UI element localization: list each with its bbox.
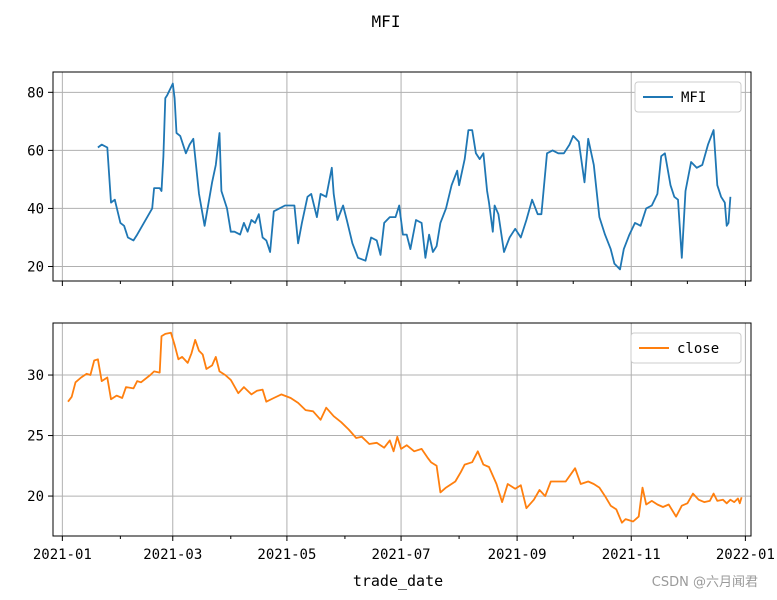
y-tick-label: 40 [27,201,44,217]
legend-box [634,81,742,113]
close-panel: 20 25 30 close [27,322,752,541]
legend-label: close [677,341,719,357]
axes-frame [52,322,752,537]
legend-label: MFI [681,90,706,106]
x-tick-label: 2021-03 [143,547,202,563]
y-tick-label: 60 [27,143,44,159]
x-tick-label: 2021-11 [602,547,661,563]
x-tick-label: 2021-01 [33,547,92,563]
series-line-close [67,331,743,524]
x-axis: 2021-01 2021-03 2021-05 2021-07 2021-09 2021-… [33,547,775,563]
series-line-mfi [97,82,732,271]
figure-title: MFI [372,12,401,31]
legend-box [630,332,742,364]
y-tick-label: 30 [27,368,44,384]
x-tick-label: 2021-07 [372,547,431,563]
axes-frame [52,71,752,282]
x-tick-label: 2021-09 [488,547,547,563]
x-axis-label: trade_date [353,572,443,590]
y-tick-label: 20 [27,259,44,275]
mfi-panel: 20 40 60 80 MFI [27,71,752,286]
x-tick-label: 2022-01 [716,547,775,563]
x-tick-label: 2021-05 [257,547,316,563]
y-tick-label: 80 [27,85,44,101]
y-tick-label: 25 [27,429,44,445]
y-tick-label: 20 [27,489,44,505]
watermark: CSDN @六月闻君 [652,575,758,590]
